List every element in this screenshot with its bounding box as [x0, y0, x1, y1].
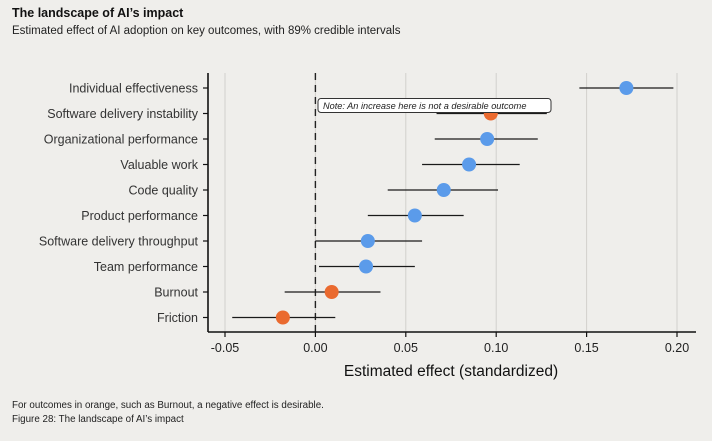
- estimate-point: [619, 81, 634, 95]
- estimate-point: [324, 285, 339, 299]
- row-label: Burnout: [154, 286, 198, 300]
- x-tick-label: -0.05: [211, 341, 240, 355]
- row-label: Software delivery instability: [47, 107, 199, 121]
- row-label: Valuable work: [120, 158, 198, 172]
- annotation-box: [317, 98, 552, 113]
- row-label: Product performance: [81, 209, 198, 223]
- estimate-point: [462, 157, 477, 172]
- row-label: Organizational performance: [44, 133, 198, 147]
- estimate-point: [360, 234, 375, 248]
- estimate-point: [480, 132, 495, 146]
- x-tick-label: 0.15: [574, 341, 598, 355]
- x-tick-label: 0.20: [665, 341, 689, 355]
- estimate-point: [275, 310, 290, 325]
- annotation-text: Note: An increase here is not a desirabl…: [323, 101, 526, 111]
- row-label: Code quality: [129, 184, 199, 198]
- row-label: Team performance: [94, 260, 198, 274]
- row-label: Software delivery throughput: [39, 235, 199, 249]
- chart-title: The landscape of AI’s impact: [12, 6, 184, 20]
- x-tick-label: 0.10: [484, 341, 508, 355]
- estimate-point: [359, 259, 374, 274]
- annotation-note: Note: An increase here is not a desirabl…: [317, 98, 552, 113]
- estimate-point: [436, 183, 451, 197]
- row-label: Friction: [157, 311, 198, 325]
- chart-subtitle: Estimated effect of AI adoption on key o…: [12, 25, 401, 37]
- figure-caption: Figure 28: The landscape of AI’s impact: [12, 414, 184, 425]
- x-tick-label: 0.00: [303, 341, 327, 355]
- footnote: For outcomes in orange, such as Burnout,…: [12, 400, 324, 411]
- x-axis-label: Estimated effect (standardized): [344, 363, 558, 380]
- row-label: Individual effectiveness: [69, 82, 198, 96]
- x-tick-label: 0.05: [394, 341, 418, 355]
- estimate-point: [407, 208, 422, 223]
